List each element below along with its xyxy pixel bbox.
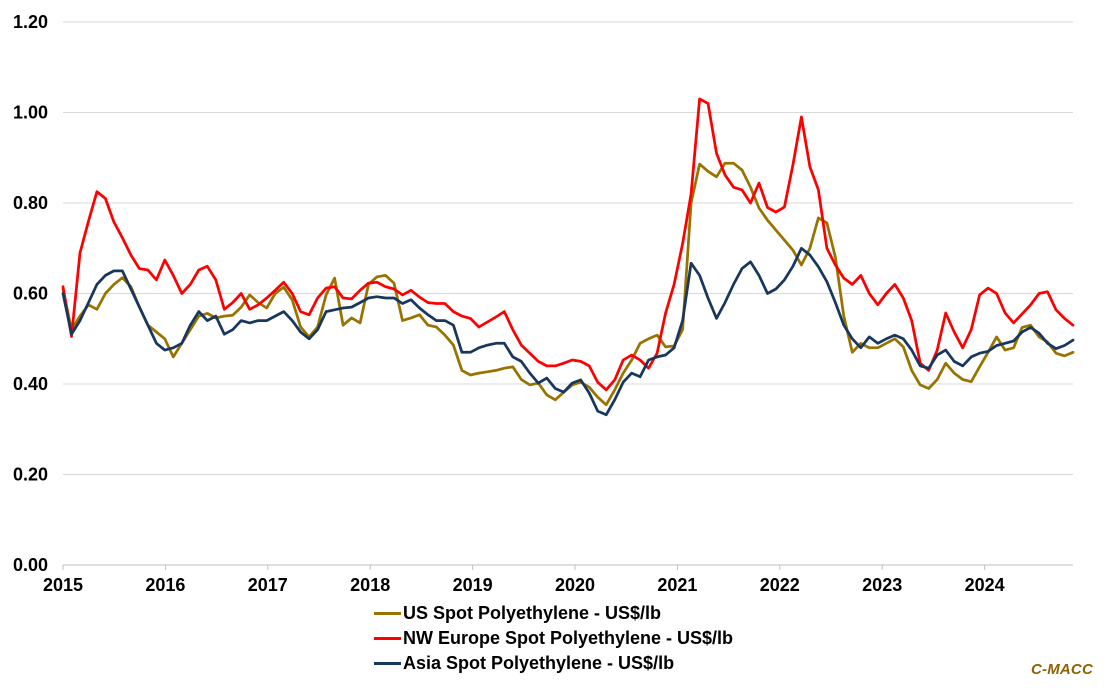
legend-item-us: US Spot Polyethylene - US$/lb xyxy=(374,601,733,626)
chart-legend: US Spot Polyethylene - US$/lb NW Europe … xyxy=(374,601,733,676)
series-line-nw-europe xyxy=(61,97,1075,392)
x-axis-tick-label: 2021 xyxy=(657,575,697,595)
x-axis-tick-label: 2017 xyxy=(248,575,288,595)
y-axis-tick-label: 1.20 xyxy=(13,12,48,32)
x-axis-tick-label: 2023 xyxy=(862,575,902,595)
y-axis-tick-label: 0.60 xyxy=(13,284,48,304)
legend-swatch-nw-europe xyxy=(374,636,401,641)
legend-swatch-us xyxy=(374,611,401,616)
x-axis-tick-label: 2015 xyxy=(43,575,83,595)
y-axis-tick-label: 0.00 xyxy=(13,555,48,575)
y-axis-tick-label: 1.00 xyxy=(13,103,48,123)
legend-label-asia: Asia Spot Polyethylene - US$/lb xyxy=(403,653,675,673)
legend-item-asia: Asia Spot Polyethylene - US$/lb xyxy=(374,651,733,676)
series-line-us xyxy=(61,161,1075,407)
x-axis-tick-label: 2016 xyxy=(145,575,185,595)
legend-item-nw-europe: NW Europe Spot Polyethylene - US$/lb xyxy=(374,626,733,651)
legend-swatch-asia xyxy=(374,661,401,666)
y-axis-tick-label: 0.80 xyxy=(13,193,48,213)
watermark-cmacc: C-MACC xyxy=(1030,661,1093,678)
x-axis-tick-label: 2018 xyxy=(350,575,390,595)
y-axis-tick-label: 0.40 xyxy=(13,374,48,394)
x-axis-tick-label: 2020 xyxy=(555,575,595,595)
x-axis-tick-label: 2022 xyxy=(760,575,800,595)
legend-label-us: US Spot Polyethylene - US$/lb xyxy=(403,603,662,623)
legend-label-nw-europe: NW Europe Spot Polyethylene - US$/lb xyxy=(403,628,734,648)
series-line-asia xyxy=(61,246,1075,417)
y-axis-tick-label: 0.20 xyxy=(13,465,48,485)
x-axis-tick-label: 2024 xyxy=(965,575,1005,595)
x-axis-tick-label: 2019 xyxy=(453,575,493,595)
